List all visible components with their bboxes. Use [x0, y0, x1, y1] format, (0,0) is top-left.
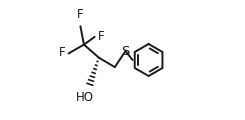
- Text: F: F: [59, 46, 65, 59]
- Text: HO: HO: [76, 91, 94, 104]
- Text: F: F: [76, 8, 83, 21]
- Text: F: F: [98, 30, 105, 43]
- Text: S: S: [122, 45, 130, 58]
